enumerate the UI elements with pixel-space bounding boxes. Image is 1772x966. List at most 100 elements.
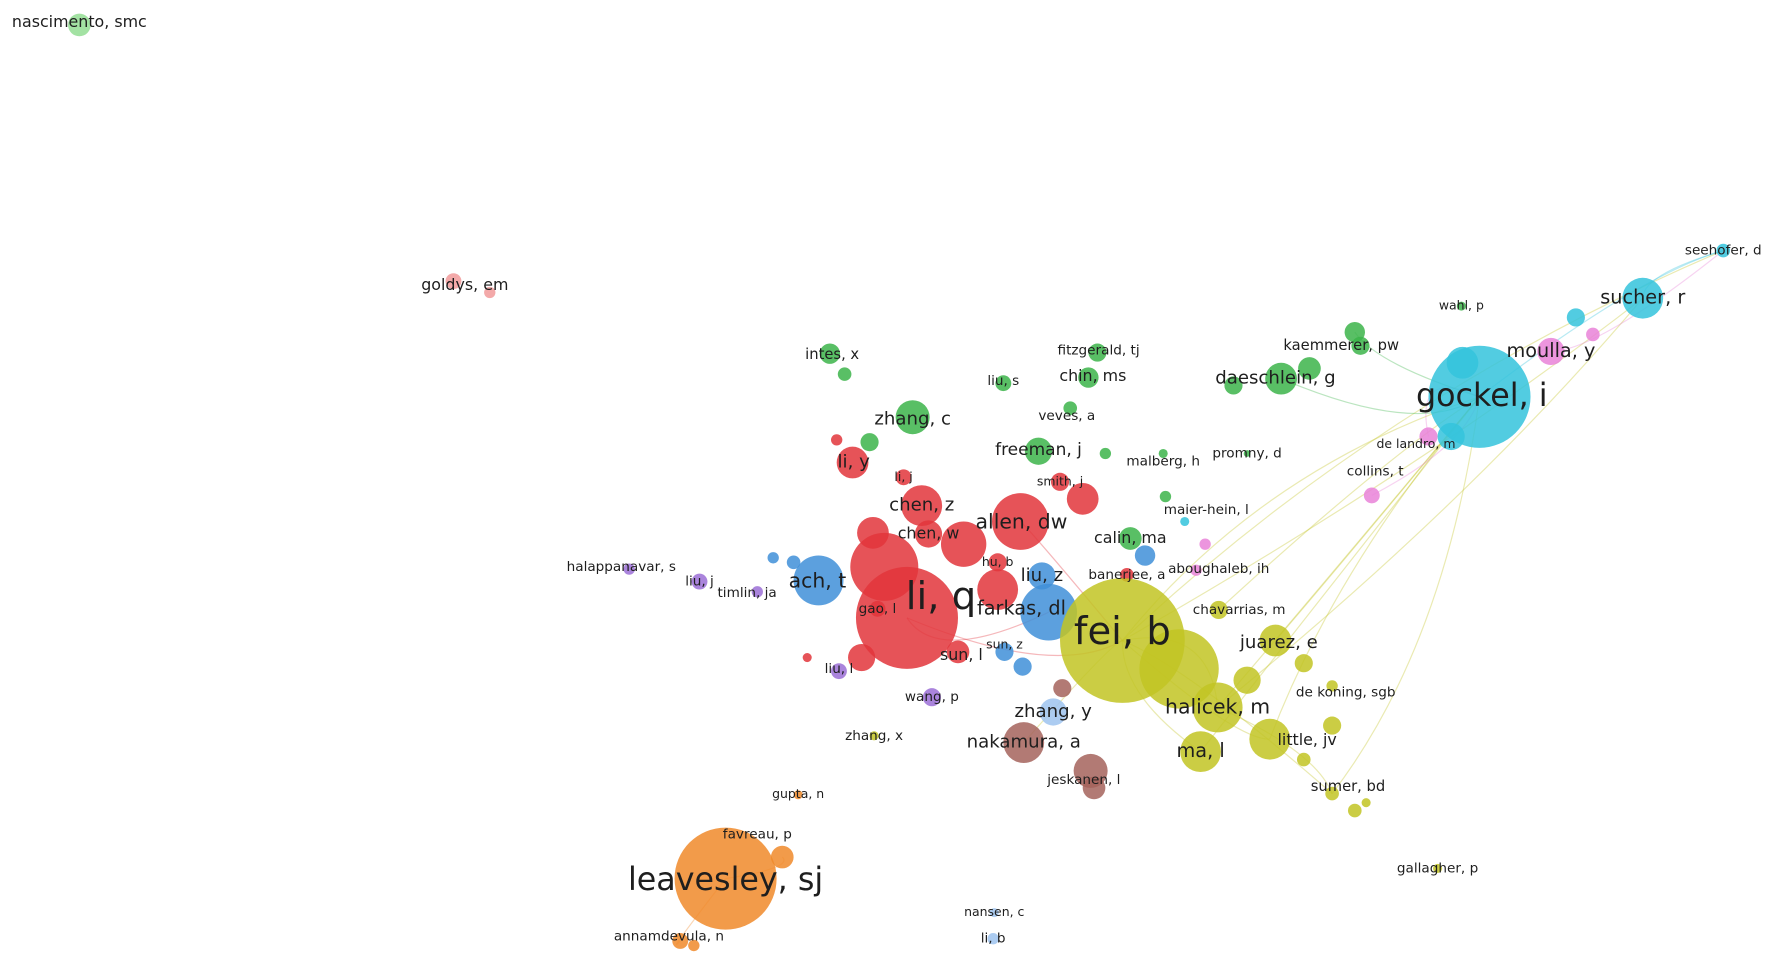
node-label: li, y — [838, 452, 871, 473]
node-label: little, jv — [1278, 730, 1337, 749]
node — [1325, 786, 1339, 801]
node-label: aboughaleb, ih — [1168, 561, 1269, 577]
node — [1158, 448, 1168, 459]
node-label: liu, l — [825, 661, 854, 677]
node — [1180, 731, 1222, 773]
node-label: sucher, r — [1600, 286, 1685, 309]
node-label: chen, z — [889, 495, 954, 516]
node-dot — [1099, 447, 1112, 460]
node-label: banerjee, a — [1088, 567, 1165, 583]
node — [946, 640, 970, 664]
node-label: gao, l — [859, 601, 897, 617]
node — [1063, 401, 1078, 415]
node — [674, 827, 777, 930]
node-label: freeman, j — [995, 440, 1082, 460]
node-label: li, q — [906, 574, 976, 619]
node-label: nascimento, smc — [12, 12, 147, 31]
node-dot — [1053, 679, 1072, 698]
node-label: li, j — [894, 469, 912, 484]
node-dot — [1296, 752, 1311, 767]
node-label: maier-hein, l — [1164, 502, 1249, 518]
node — [895, 469, 912, 486]
node — [922, 688, 941, 707]
node-dot — [1159, 490, 1172, 503]
node-label: chin, ms — [1059, 366, 1126, 385]
node — [855, 566, 958, 669]
node-dot — [1013, 657, 1032, 676]
node-label: promny, d — [1212, 445, 1281, 461]
node-label: de landro, m — [1376, 436, 1455, 451]
node — [1243, 450, 1251, 457]
node — [1190, 564, 1202, 576]
node-label: timlin, ja — [717, 585, 776, 601]
node-label: nansen, c — [964, 904, 1024, 919]
node-label: kaemmerer, pw — [1283, 337, 1399, 354]
node — [1073, 753, 1108, 788]
node-label: halicek, m — [1165, 694, 1270, 718]
node-label: leavesley, sj — [628, 862, 823, 898]
node-label: veves, a — [1038, 408, 1095, 424]
node — [989, 908, 999, 918]
node-dot — [1199, 538, 1211, 550]
node-dot — [767, 552, 779, 564]
node-dot — [1233, 666, 1261, 694]
node-label: intes, x — [805, 346, 859, 363]
node — [623, 563, 635, 575]
node-dot — [940, 521, 987, 567]
node-label: allen, dw — [976, 510, 1068, 534]
node — [1192, 682, 1243, 733]
node — [751, 586, 763, 598]
node-label: zhang, y — [1015, 701, 1093, 722]
node-label: sumer, bd — [1311, 778, 1386, 795]
node-dot — [1347, 803, 1362, 818]
node — [1028, 562, 1056, 590]
node-label: zhang, c — [874, 408, 951, 429]
node-dot — [1298, 357, 1321, 380]
node-label: gockel, i — [1416, 378, 1548, 414]
node-label: ma, l — [1177, 739, 1225, 762]
node — [1060, 578, 1185, 703]
node-label: sun, z — [986, 637, 1023, 652]
node — [1433, 863, 1443, 873]
node-label: zhang, x — [845, 728, 903, 744]
node — [1249, 718, 1291, 760]
node — [1326, 680, 1338, 692]
node — [1622, 277, 1664, 319]
node — [987, 933, 999, 945]
node-label: li, b — [981, 931, 1006, 947]
node-dot — [1294, 654, 1313, 673]
node-dot — [786, 555, 801, 570]
node-label: daeschlein, g — [1215, 368, 1335, 389]
node-label: de koning, sgb — [1296, 685, 1396, 701]
node — [1428, 345, 1531, 448]
node-label: sun, l — [940, 645, 983, 664]
node-label: fitzgerald, tj — [1058, 342, 1140, 358]
node — [672, 933, 689, 949]
node-dot — [837, 367, 852, 381]
node — [1120, 567, 1134, 582]
node-label: liu, s — [987, 373, 1019, 389]
nodes — [68, 13, 1731, 952]
node — [869, 600, 886, 617]
node-label: liu, j — [685, 574, 714, 590]
node-label: goldys, em — [421, 275, 508, 294]
node-label: calin, ma — [1094, 528, 1167, 547]
node-label: juarez, e — [1239, 632, 1318, 653]
node-dot — [857, 516, 889, 549]
node-label: jeskanen, l — [1046, 772, 1120, 788]
node-label: wang, p — [905, 689, 959, 705]
node-dot — [1066, 482, 1099, 515]
node — [770, 845, 794, 869]
node — [691, 573, 708, 590]
node-dot — [1586, 327, 1600, 342]
node-label: favreau, p — [723, 826, 792, 842]
node-dot — [1134, 545, 1156, 566]
node — [1716, 243, 1731, 258]
link — [1122, 297, 1644, 642]
node — [68, 13, 91, 37]
node-label: smith, j — [1037, 473, 1083, 488]
node — [1039, 698, 1067, 726]
node-label: wahl, p — [1439, 298, 1484, 313]
node — [992, 493, 1049, 550]
